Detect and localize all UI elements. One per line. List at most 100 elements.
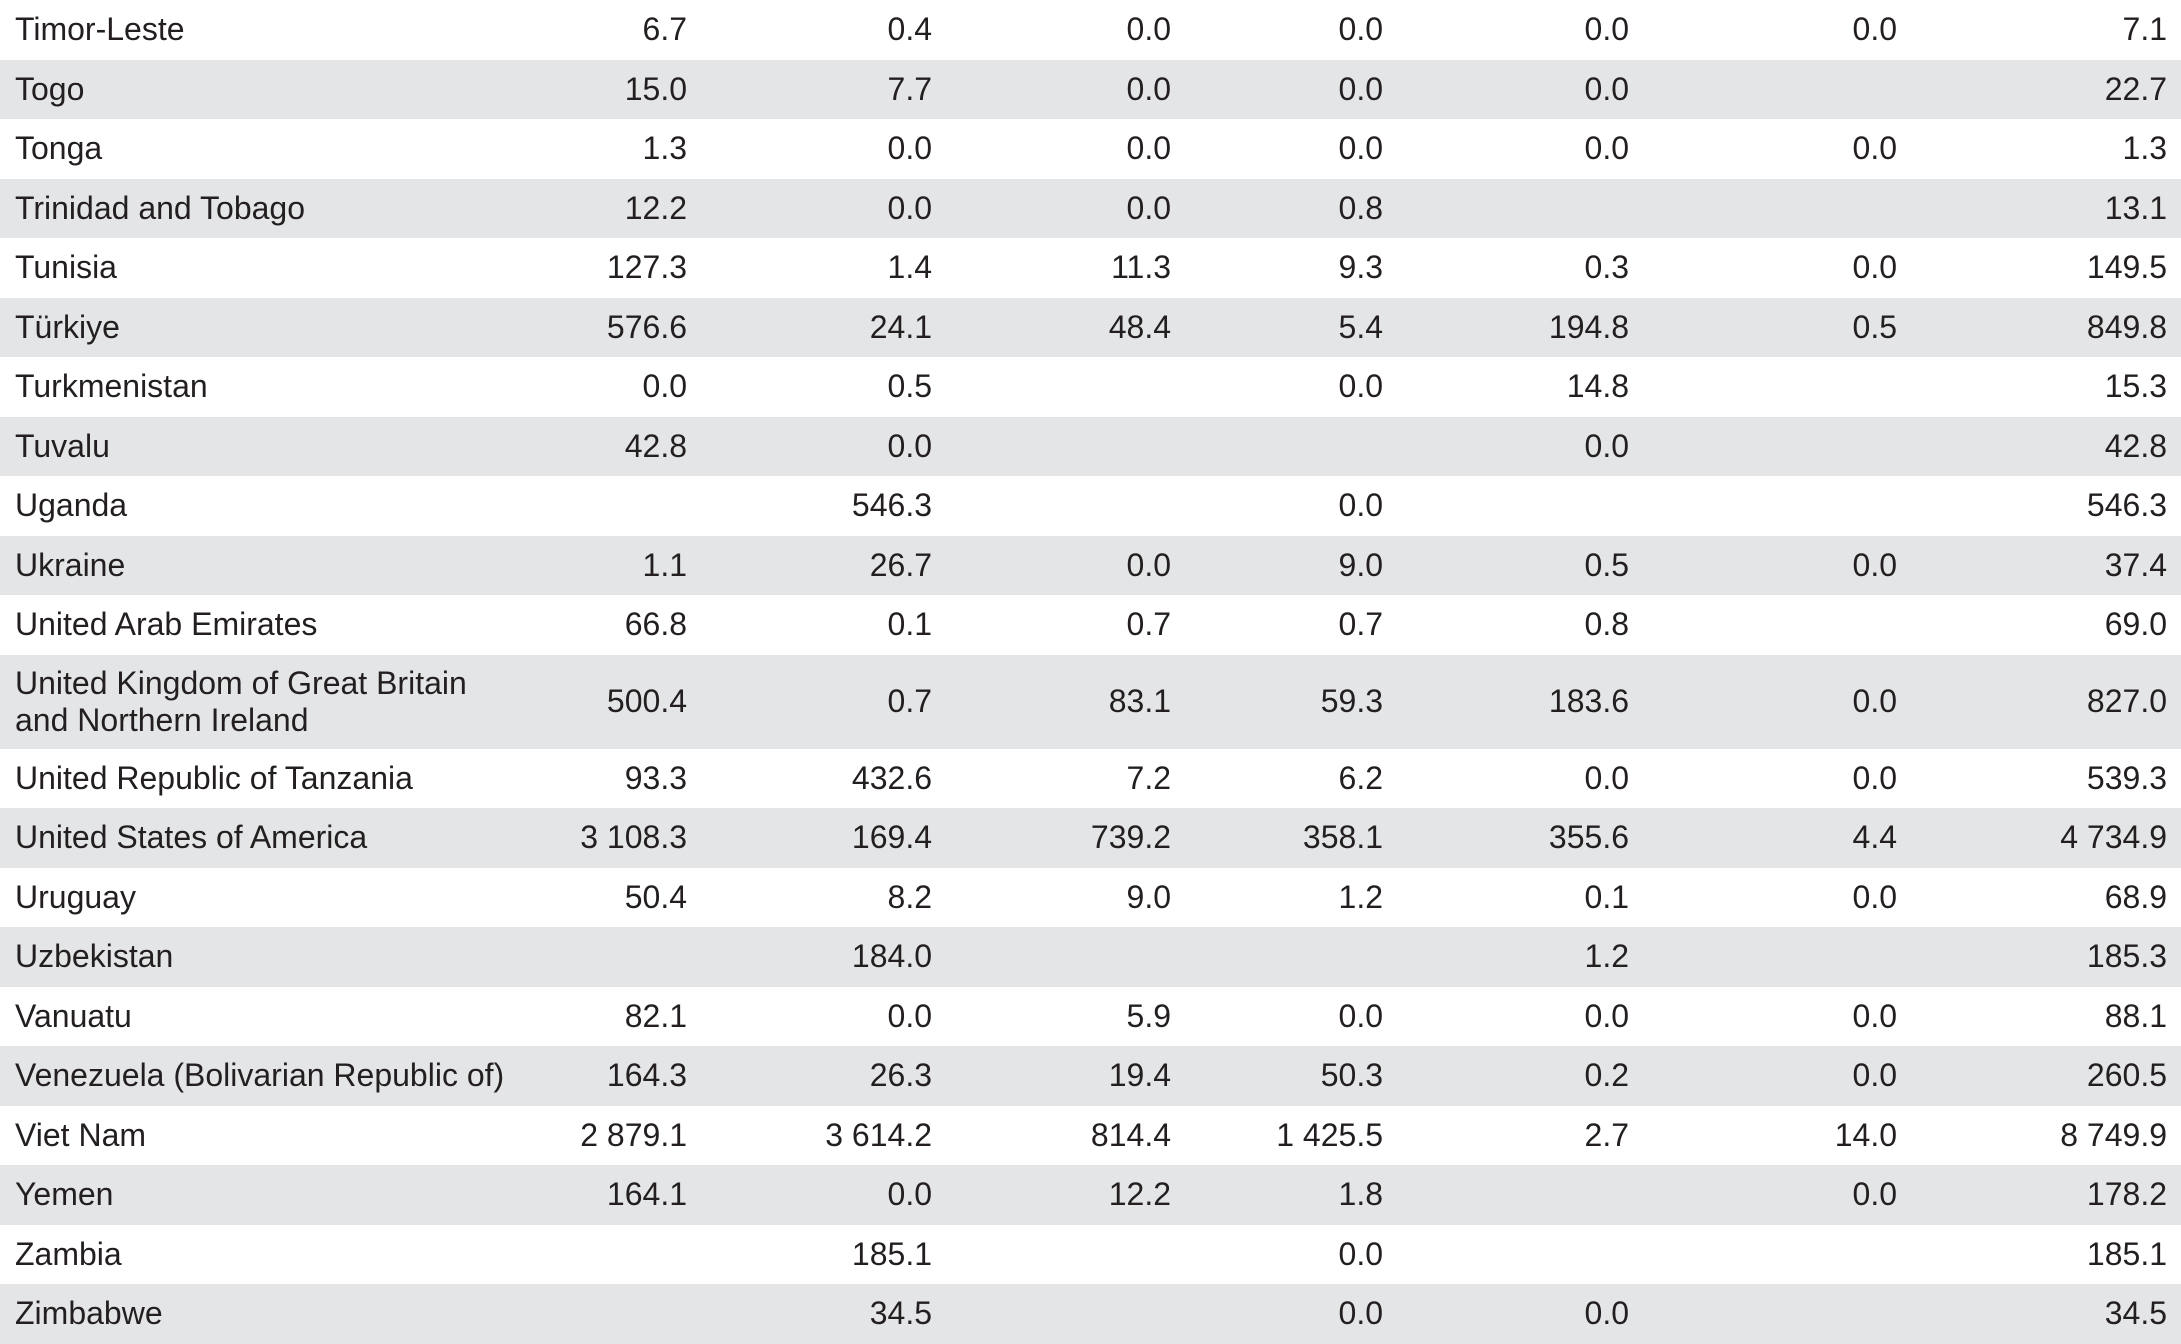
value-cell	[1637, 476, 1905, 536]
value-cell: 0.7	[1338, 606, 1383, 643]
value-cell: 5.4	[1338, 308, 1383, 345]
country-name-cell: Ukraine	[15, 546, 126, 583]
value-cell: 0.0	[1852, 759, 1897, 796]
value-cell: 0.0	[1584, 1295, 1629, 1332]
value-cell: 1.8	[1338, 1176, 1383, 1213]
value-cell: 0.2	[1584, 1057, 1629, 1094]
value-cell	[940, 1225, 1179, 1285]
value-cell: 5.9	[1126, 997, 1171, 1034]
value-cell: 0.0	[1338, 11, 1383, 48]
value-cell	[1391, 179, 1637, 239]
table-row: Zimbabwe 34.5 0.0 0.0 34.5	[0, 1284, 2181, 1344]
value-cell: 37.4	[2104, 546, 2167, 583]
value-cell: 185.3	[2086, 938, 2167, 975]
country-name-cell: Viet Nam	[15, 1116, 147, 1153]
country-name-cell: United Republic of Tanzania	[15, 759, 413, 796]
value-cell: 164.3	[606, 1057, 687, 1094]
value-cell	[520, 1284, 695, 1344]
value-cell: 0.0	[887, 130, 932, 167]
table-row: Turkmenistan 0.0 0.5 0.0 14.8 15.3	[0, 357, 2181, 417]
value-cell	[1179, 927, 1391, 987]
value-cell: 0.4	[887, 11, 932, 48]
country-name-cell: Timor-Leste	[15, 11, 185, 48]
table-row: Tunisia 127.3 1.4 11.3 9.3 0.3 0.0 149.5	[0, 238, 2181, 298]
value-cell: 185.1	[2086, 1235, 2167, 1272]
value-cell: 0.0	[1126, 189, 1171, 226]
value-cell: 0.0	[642, 368, 687, 405]
country-name-cell: United Kingdom of Great Britain and Nort…	[15, 664, 467, 738]
value-cell: 149.5	[2086, 249, 2167, 286]
value-cell: 9.0	[1126, 878, 1171, 915]
value-cell: 42.8	[2104, 427, 2167, 464]
table-row: United Arab Emirates 66.8 0.1 0.7 0.7 0.8 69.0	[0, 595, 2181, 655]
value-cell: 576.6	[606, 308, 687, 345]
value-cell	[1637, 417, 1905, 477]
country-name-cell: Türkiye	[15, 308, 120, 345]
value-cell: 1.3	[2122, 130, 2167, 167]
country-name-cell: Yemen	[15, 1176, 114, 1213]
value-cell: 19.4	[1108, 1057, 1171, 1094]
country-name-cell: Tonga	[15, 130, 103, 167]
value-cell: 83.1	[1108, 683, 1171, 719]
value-cell: 0.1	[887, 606, 932, 643]
value-cell: 0.0	[887, 997, 932, 1034]
table-row: United Kingdom of Great Britain and Nort…	[0, 654, 2181, 749]
value-cell: 739.2	[1090, 819, 1171, 856]
table-row: Trinidad and Tobago 12.2 0.0 0.0 0.8 13.1	[0, 178, 2181, 239]
table-row: United Republic of Tanzania 93.3 432.6 7.2 6…	[0, 749, 2181, 809]
value-cell: 432.6	[851, 759, 932, 796]
value-cell	[520, 476, 695, 536]
country-name-cell: Uzbekistan	[15, 938, 174, 975]
table-row: Tuvalu 42.8 0.0 0.0 42.8	[0, 416, 2181, 477]
value-cell	[940, 476, 1179, 536]
value-cell: 0.0	[1338, 487, 1383, 524]
value-cell	[1637, 60, 1905, 120]
value-cell	[1637, 1284, 1905, 1344]
value-cell: 0.0	[1852, 683, 1897, 719]
value-cell: 93.3	[624, 759, 687, 796]
value-cell	[520, 927, 695, 987]
value-cell: 194.8	[1548, 308, 1629, 345]
table-row: Türkiye 576.6 24.1 48.4 5.4 194.8 0.5 849.8	[0, 297, 2181, 357]
value-cell: 185.1	[851, 1235, 932, 1272]
value-cell: 68.9	[2104, 878, 2167, 915]
country-name-cell: Uganda	[15, 487, 128, 524]
table-row: Uruguay 50.4 8.2 9.0 1.2 0.1 0.0 68.9	[0, 868, 2181, 928]
value-cell: 0.0	[1126, 11, 1171, 48]
value-cell: 1.3	[642, 130, 687, 167]
value-cell: 88.1	[2104, 997, 2167, 1034]
value-cell: 183.6	[1548, 683, 1629, 719]
value-cell: 0.0	[1338, 368, 1383, 405]
value-cell: 4.4	[1852, 819, 1897, 856]
value-cell: 0.5	[1852, 308, 1897, 345]
value-cell: 59.3	[1320, 683, 1383, 719]
value-cell: 12.2	[1108, 1176, 1171, 1213]
country-name-cell: Zambia	[15, 1235, 122, 1272]
value-cell: 50.3	[1320, 1057, 1383, 1094]
table-row: Togo 15.0 7.7 0.0 0.0 0.0 22.7	[0, 59, 2181, 120]
value-cell: 0.0	[1338, 1295, 1383, 1332]
value-cell: 164.1	[606, 1176, 687, 1213]
country-name-cell: Trinidad and Tobago	[15, 189, 305, 226]
value-cell: 0.0	[1338, 1235, 1383, 1272]
value-cell: 9.3	[1338, 249, 1383, 286]
value-cell	[1179, 417, 1391, 477]
value-cell: 814.4	[1090, 1116, 1171, 1153]
table-row: Zambia 185.1 0.0 185.1	[0, 1225, 2181, 1285]
value-cell	[1637, 927, 1905, 987]
country-name-cell: Vanuatu	[15, 997, 132, 1034]
value-cell: 1.1	[642, 546, 687, 583]
value-cell: 7.2	[1126, 759, 1171, 796]
country-name-cell: Togo	[15, 70, 85, 107]
value-cell: 15.0	[624, 70, 687, 107]
value-cell: 127.3	[606, 249, 687, 286]
value-cell: 0.0	[1852, 1176, 1897, 1213]
value-cell: 0.0	[1126, 70, 1171, 107]
value-cell: 1.2	[1338, 878, 1383, 915]
country-name-cell: Tunisia	[15, 249, 117, 286]
value-cell: 8.2	[887, 878, 932, 915]
value-cell: 26.3	[869, 1057, 932, 1094]
value-cell	[1391, 1225, 1637, 1285]
value-cell	[1637, 1225, 1905, 1285]
